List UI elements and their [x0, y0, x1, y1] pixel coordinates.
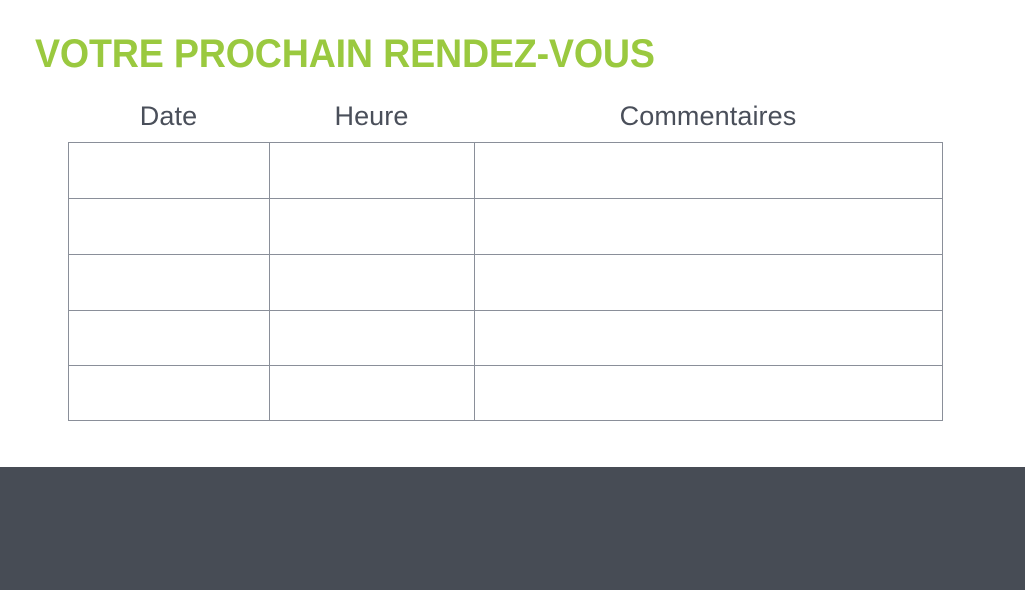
table-row: [68, 254, 943, 311]
table-row: [68, 365, 943, 421]
cell-heure[interactable]: [269, 365, 475, 421]
appointment-table: [68, 142, 943, 421]
table-row: [68, 142, 943, 199]
cell-date[interactable]: [68, 142, 270, 199]
footer-band: [0, 467, 1025, 590]
cell-commentaires[interactable]: [474, 365, 943, 421]
cell-heure[interactable]: [269, 254, 475, 311]
cell-date[interactable]: [68, 310, 270, 366]
cell-commentaires[interactable]: [474, 198, 943, 255]
cell-heure[interactable]: [269, 198, 475, 255]
column-header-commentaires: Commentaires: [619, 101, 797, 131]
cell-date[interactable]: [68, 365, 270, 421]
cell-heure[interactable]: [269, 310, 475, 366]
page-title: VOTRE PROCHAIN RENDEZ-VOUS: [35, 32, 655, 76]
cell-date[interactable]: [68, 254, 270, 311]
cell-date[interactable]: [68, 198, 270, 255]
column-header-heure: Heure: [334, 101, 409, 131]
appointment-table-body: [68, 142, 943, 421]
column-header-date: Date: [139, 101, 198, 131]
table-row: [68, 198, 943, 255]
appointment-table-block: Date Heure Commentaires: [68, 99, 943, 421]
cell-commentaires[interactable]: [474, 310, 943, 366]
table-row: [68, 310, 943, 366]
cell-commentaires[interactable]: [474, 254, 943, 311]
cell-heure[interactable]: [269, 142, 475, 199]
table-header-row: Date Heure Commentaires: [68, 99, 942, 139]
cell-commentaires[interactable]: [474, 142, 943, 199]
